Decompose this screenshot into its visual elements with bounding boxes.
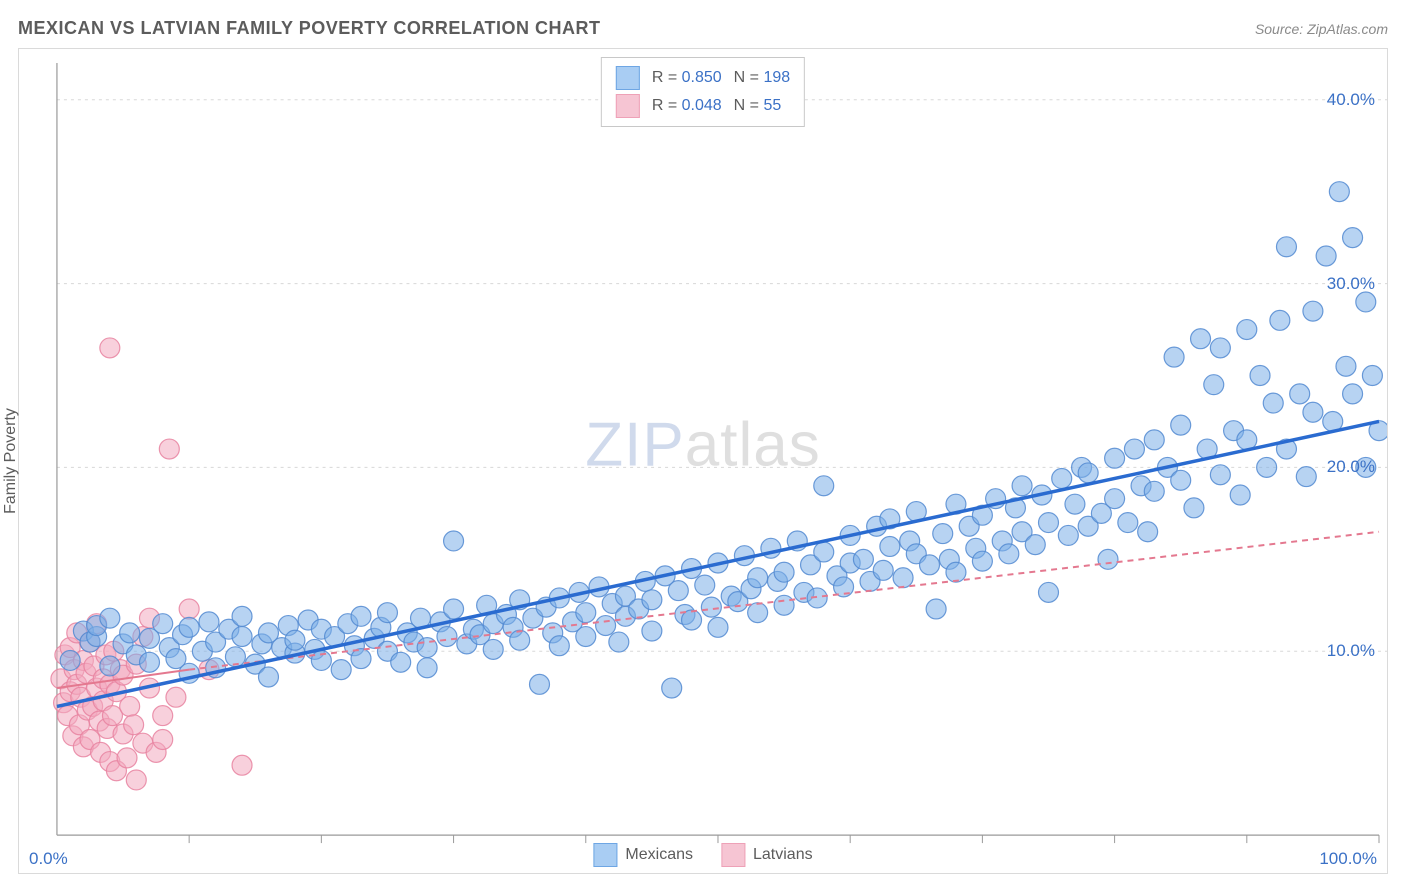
- scatter-plot: [19, 49, 1387, 873]
- x-axis-max-label: 100.0%: [1319, 849, 1377, 869]
- legend-item: Mexicans: [593, 843, 693, 867]
- legend-swatch: [616, 66, 640, 90]
- chart-title: MEXICAN VS LATVIAN FAMILY POVERTY CORREL…: [18, 18, 601, 39]
- legend-swatch: [593, 843, 617, 867]
- chart-area: Family Poverty ZIPatlas R = 0.850N = 198…: [18, 48, 1388, 874]
- n-value: N = 198: [734, 69, 791, 87]
- y-tick-label: 40.0%: [1327, 90, 1375, 110]
- source-attribution: Source: ZipAtlas.com: [1255, 21, 1388, 37]
- y-tick-label: 20.0%: [1327, 457, 1375, 477]
- legend-item: Latvians: [721, 843, 813, 867]
- series-legend: Mexicans Latvians: [593, 843, 812, 867]
- r-value: R = 0.850: [652, 69, 722, 87]
- y-tick-label: 30.0%: [1327, 274, 1375, 294]
- legend-row: R = 0.048 N = 55: [616, 92, 790, 120]
- legend-label: Latvians: [753, 846, 813, 864]
- legend-row: R = 0.850 N = 198: [616, 64, 790, 92]
- legend-label: Mexicans: [625, 846, 693, 864]
- n-value: N = 55: [734, 97, 782, 115]
- y-axis-label: Family Poverty: [2, 408, 20, 514]
- legend-swatch: [616, 94, 640, 118]
- x-axis-min-label: 0.0%: [29, 849, 68, 869]
- correlation-legend: R = 0.850 N = 198 R = 0.048 N = 55: [601, 57, 805, 127]
- r-value: R = 0.048: [652, 97, 722, 115]
- y-tick-label: 10.0%: [1327, 641, 1375, 661]
- legend-swatch: [721, 843, 745, 867]
